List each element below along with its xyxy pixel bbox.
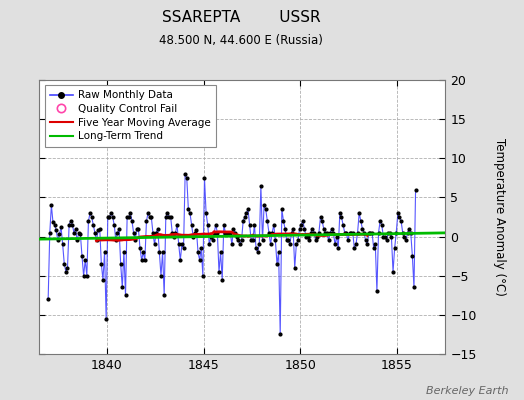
Legend: Raw Monthly Data, Quality Control Fail, Five Year Moving Average, Long-Term Tren: Raw Monthly Data, Quality Control Fail, … [45,85,216,146]
Text: Berkeley Earth: Berkeley Earth [426,386,508,396]
Text: 48.500 N, 44.600 E (Russia): 48.500 N, 44.600 E (Russia) [159,34,323,47]
Text: SSAREPTA        USSR: SSAREPTA USSR [162,10,320,25]
Y-axis label: Temperature Anomaly (°C): Temperature Anomaly (°C) [493,138,506,296]
